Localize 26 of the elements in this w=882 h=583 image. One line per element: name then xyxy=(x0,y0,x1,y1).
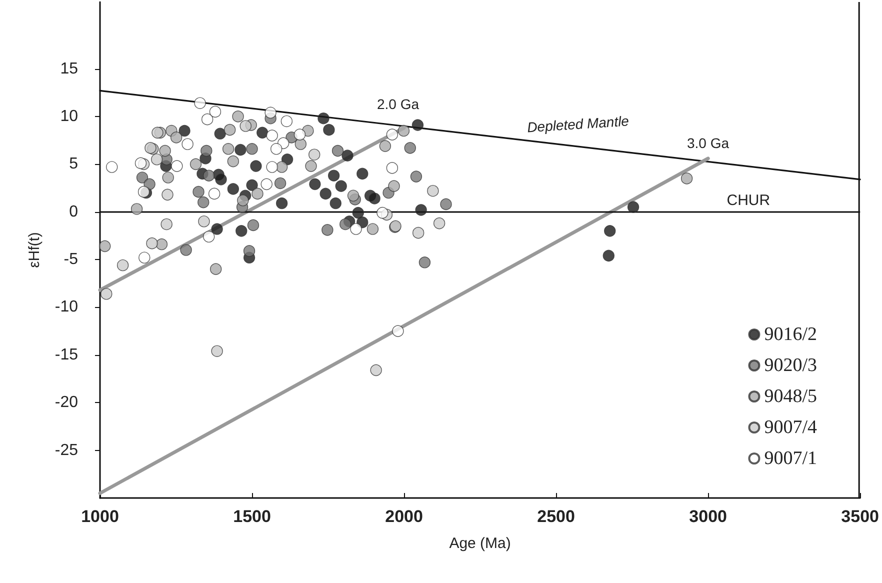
x-tick-label: 3500 xyxy=(841,507,880,526)
y-tick-label: -25 xyxy=(54,442,78,459)
x-tick-label: 2500 xyxy=(537,507,575,526)
x-tick-label: 2000 xyxy=(385,507,423,526)
y-tick-label: 0 xyxy=(69,203,78,220)
y-tick-label: -10 xyxy=(54,298,78,316)
y-tick-label: -15 xyxy=(54,346,78,364)
y-tick-label: -20 xyxy=(54,394,78,412)
annotation: Depleted Mantle xyxy=(526,112,630,136)
y-tick-label: 10 xyxy=(60,108,78,125)
y-tick-label: -5 xyxy=(64,251,78,268)
legend-label: 9016/2 xyxy=(764,324,817,345)
annotation: 3.0 Ga xyxy=(686,135,730,151)
x-tick-label: 1500 xyxy=(233,507,271,526)
legend-label: 9048/5 xyxy=(764,386,817,407)
x-axis-title: Age (Ma) xyxy=(449,535,511,552)
legend-label: 9020/3 xyxy=(764,355,817,376)
y-axis-title: εHf(t) xyxy=(26,232,43,268)
y-tick-label: 15 xyxy=(60,60,78,78)
ref-line-label: CHUR xyxy=(726,192,770,209)
annotation: 2.0 Ga xyxy=(376,96,420,112)
x-tick-label: 3000 xyxy=(689,507,727,526)
legend-label: 9007/1 xyxy=(764,448,817,469)
legend-label: 9007/4 xyxy=(764,417,818,438)
x-tick-label: 1000 xyxy=(81,507,119,526)
y-tick-label: 5 xyxy=(69,156,78,173)
